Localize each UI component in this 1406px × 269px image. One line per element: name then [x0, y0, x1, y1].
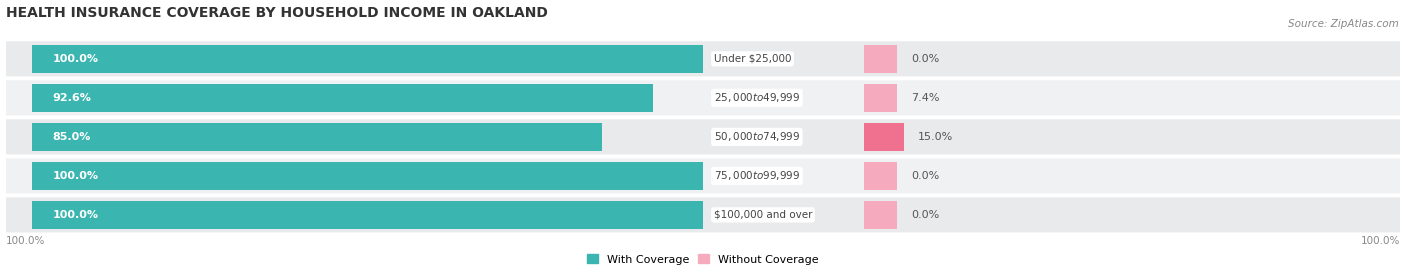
Text: $75,000 to $99,999: $75,000 to $99,999: [714, 169, 800, 182]
Bar: [863, 201, 897, 229]
Text: Under $25,000: Under $25,000: [714, 54, 792, 64]
Bar: [863, 84, 897, 112]
Text: 0.0%: 0.0%: [911, 171, 939, 181]
Bar: [863, 162, 897, 190]
Text: HEALTH INSURANCE COVERAGE BY HOUSEHOLD INCOME IN OAKLAND: HEALTH INSURANCE COVERAGE BY HOUSEHOLD I…: [6, 6, 547, 20]
Text: 100.0%: 100.0%: [52, 54, 98, 64]
Text: 15.0%: 15.0%: [918, 132, 953, 142]
Text: $25,000 to $49,999: $25,000 to $49,999: [714, 91, 800, 104]
Text: 100.0%: 100.0%: [52, 210, 98, 220]
Text: 0.0%: 0.0%: [911, 54, 939, 64]
Text: $50,000 to $74,999: $50,000 to $74,999: [714, 130, 800, 143]
Legend: With Coverage, Without Coverage: With Coverage, Without Coverage: [588, 254, 818, 265]
Text: $100,000 and over: $100,000 and over: [714, 210, 813, 220]
Text: 92.6%: 92.6%: [52, 93, 91, 103]
Bar: [32, 162, 703, 190]
FancyBboxPatch shape: [6, 158, 1400, 193]
Bar: [32, 201, 703, 229]
Text: 100.0%: 100.0%: [6, 236, 45, 246]
Text: 85.0%: 85.0%: [52, 132, 91, 142]
Text: 100.0%: 100.0%: [52, 171, 98, 181]
Bar: [32, 84, 654, 112]
FancyBboxPatch shape: [6, 41, 1400, 76]
FancyBboxPatch shape: [6, 119, 1400, 154]
Bar: [32, 123, 602, 151]
Text: 0.0%: 0.0%: [911, 210, 939, 220]
Bar: [863, 123, 904, 151]
FancyBboxPatch shape: [6, 80, 1400, 115]
Text: 100.0%: 100.0%: [1361, 236, 1400, 246]
Text: 7.4%: 7.4%: [911, 93, 939, 103]
Bar: [32, 45, 703, 73]
FancyBboxPatch shape: [6, 197, 1400, 232]
Bar: [863, 45, 897, 73]
Text: Source: ZipAtlas.com: Source: ZipAtlas.com: [1288, 19, 1399, 29]
